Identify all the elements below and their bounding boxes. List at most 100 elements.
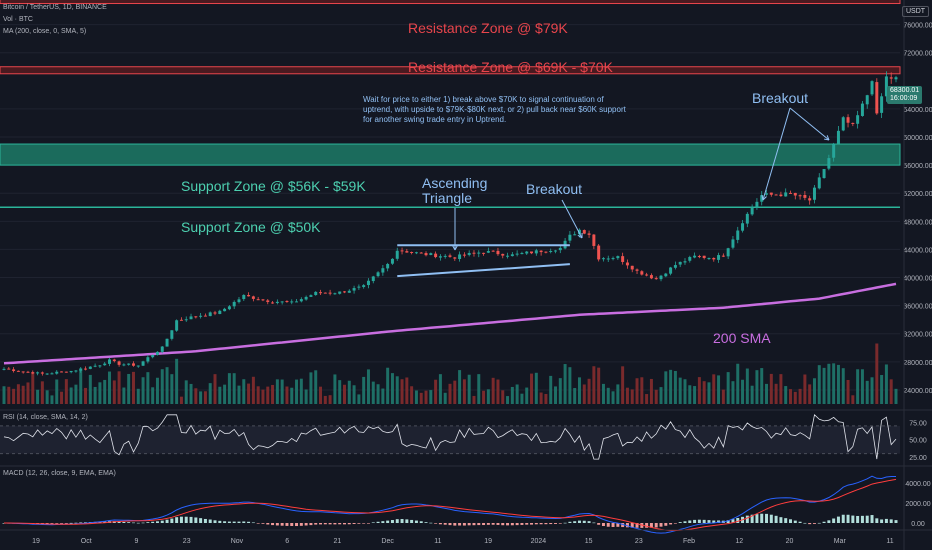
bar-countdown: 16:00:09 (890, 95, 919, 103)
macd-histogram-bar (204, 519, 207, 523)
candle-body (751, 208, 754, 215)
volume-bar (223, 385, 226, 404)
candle-body (425, 253, 428, 255)
volume-bar (602, 384, 605, 404)
candle-body (679, 262, 682, 265)
macd-histogram-bar (324, 523, 327, 524)
volume-bar (46, 390, 49, 404)
volume-bar (640, 377, 643, 404)
volume-bar (722, 390, 725, 404)
candle-body (26, 372, 29, 373)
volume-bar (142, 377, 145, 404)
volume-bar (396, 376, 399, 404)
candle-body (7, 369, 10, 370)
macd-histogram-bar (218, 521, 221, 523)
candle-body (233, 302, 236, 306)
candle-body (12, 369, 15, 371)
macd-histogram-bar (506, 523, 509, 525)
candle-body (808, 198, 811, 200)
candle-body (794, 193, 797, 196)
price-tick-label: 36000.00 (903, 304, 932, 311)
macd-histogram-bar (319, 523, 322, 524)
candle-body (516, 254, 519, 255)
macd-histogram-bar (736, 518, 739, 523)
volume-bar (237, 386, 240, 404)
macd-histogram-bar (381, 521, 384, 523)
candle-body (693, 256, 696, 258)
rsi-legend: RSI (14, close, SMA, 14, 2) (3, 414, 88, 421)
candle-body (228, 306, 231, 309)
candle-body (300, 299, 303, 301)
candle-body (214, 312, 217, 313)
macd-histogram-bar (770, 515, 773, 523)
volume-bar (108, 372, 111, 404)
macd-histogram-bar (827, 520, 830, 523)
volume-bar (266, 387, 269, 404)
macd-histogram-bar (396, 519, 399, 523)
volume-bar (453, 381, 456, 404)
macd-histogram-bar (463, 523, 466, 526)
volume-bar (472, 396, 475, 404)
price-tick-label: 56000.00 (903, 163, 932, 170)
volume-bar (74, 385, 77, 404)
macd-histogram-bar (861, 516, 864, 523)
candle-body (487, 251, 490, 253)
macd-histogram-bar (823, 522, 826, 523)
macd-histogram-bar (592, 523, 595, 524)
volume-bar (214, 374, 217, 404)
volume-bar (837, 365, 840, 404)
candle-body (703, 256, 706, 258)
volume-bar (281, 380, 284, 404)
macd-histogram-bar (156, 521, 159, 523)
rsi-tick-label: 25.00 (909, 455, 927, 462)
macd-histogram-bar (832, 518, 835, 523)
volume-bar (12, 389, 15, 404)
macd-histogram-bar (698, 520, 701, 523)
candle-body (377, 272, 380, 276)
candle-body (295, 301, 298, 302)
volume-bar (813, 378, 816, 404)
candle-body (194, 316, 197, 317)
volume-bar (161, 369, 164, 404)
volume-bar (84, 388, 87, 404)
candle-body (65, 372, 68, 373)
volume-bar (775, 384, 778, 404)
volume-bar (741, 380, 744, 404)
breakout-label-1: Breakout (526, 181, 582, 197)
volume-bar (588, 379, 591, 404)
volume-bar (444, 393, 447, 404)
candle-body (113, 360, 116, 362)
volume-bar (377, 384, 380, 404)
volume-bar (410, 386, 413, 404)
macd-histogram-bar (137, 523, 140, 524)
macd-histogram-bar (429, 523, 432, 524)
volume-bar (463, 379, 466, 404)
candle-body (530, 251, 533, 253)
candle-body (333, 293, 336, 294)
volume-bar (885, 364, 888, 404)
candle-body (520, 253, 523, 254)
macd-histogram-bar (530, 523, 533, 525)
macd-tick-label: 4000.00 (905, 481, 930, 488)
macd-histogram-bar (472, 523, 475, 525)
candle-body (252, 296, 255, 299)
macd-histogram-bar (458, 523, 461, 525)
macd-histogram-bar (871, 515, 874, 523)
resistance-79k-zone (0, 0, 900, 4)
macd-histogram-bar (372, 522, 375, 523)
volume-bar (506, 396, 509, 404)
price-tick-label: 72000.00 (903, 51, 932, 58)
currency-badge[interactable]: USDT (902, 6, 929, 17)
macd-histogram-bar (856, 516, 859, 523)
volume-bar (688, 385, 691, 404)
candle-body (779, 195, 782, 196)
macd-histogram-bar (199, 518, 202, 523)
candle-body (151, 355, 154, 357)
volume-bar (290, 388, 293, 404)
volume-bar (679, 378, 682, 404)
candle-body (674, 265, 677, 268)
candle-body (717, 255, 720, 260)
triangle-label-line1: Ascending (422, 175, 487, 191)
volume-bar (645, 394, 648, 404)
